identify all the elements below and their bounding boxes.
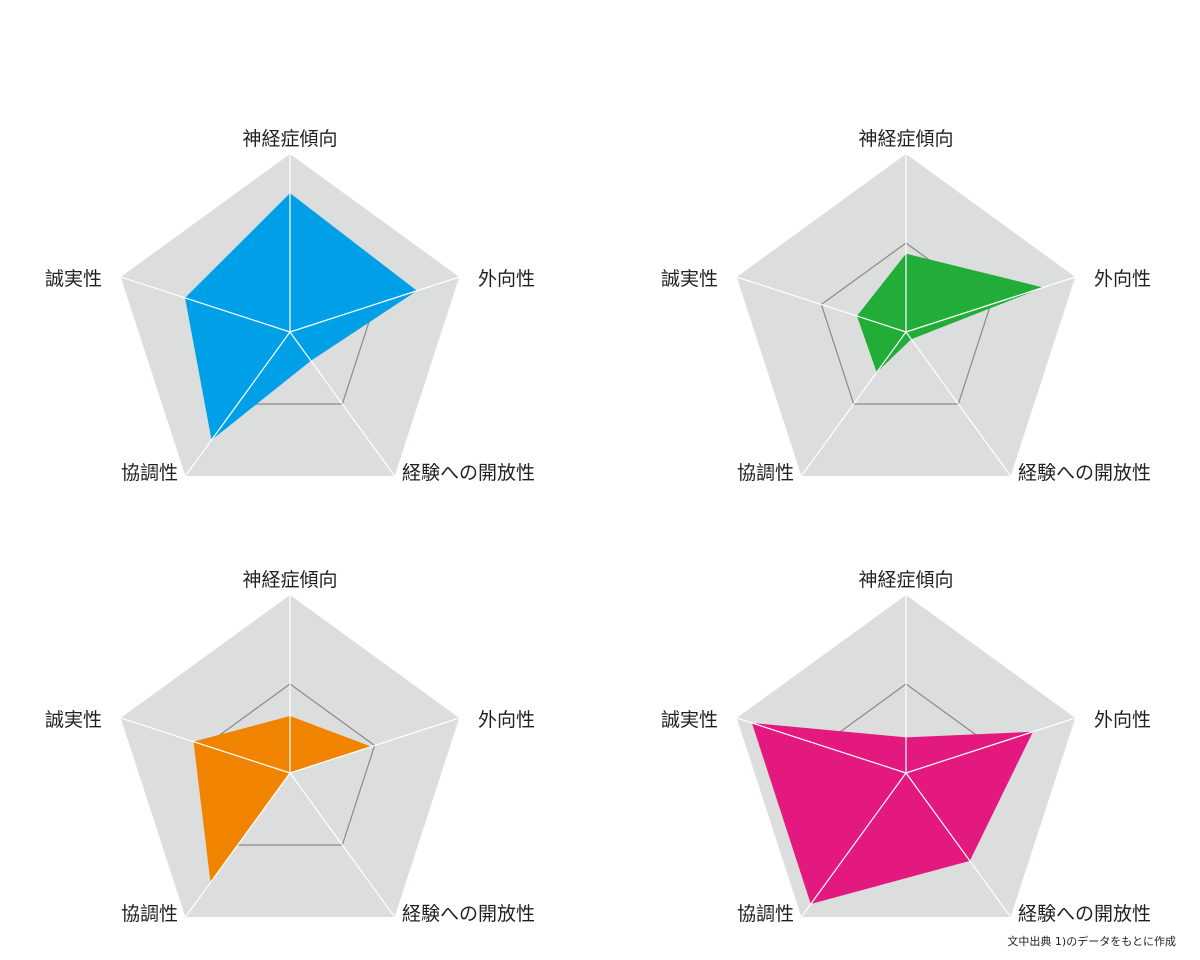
data-polygon	[185, 193, 417, 441]
axis-spoke	[289, 276, 460, 333]
axis-spoke	[120, 717, 291, 774]
axis-label: 誠実性	[45, 709, 102, 731]
axis-spoke	[736, 276, 907, 333]
axis-label: 神経症傾向	[858, 569, 953, 591]
axis-label: 誠実性	[45, 268, 102, 290]
axis-label: 経験への開放性	[402, 903, 535, 925]
axis-spoke	[289, 331, 396, 477]
axis-label: 外向性	[478, 709, 535, 731]
axis-label: 経験への開放性	[402, 462, 535, 484]
data-polygon	[856, 253, 1044, 373]
axis-spoke	[184, 772, 291, 918]
panel-title: 平均的（Average）タイプ	[147, 50, 433, 76]
axis-label: 協調性	[121, 462, 178, 484]
data-polygon	[193, 716, 372, 883]
data-polygon	[751, 722, 1033, 905]
panel-title: 自己中心的（Self-centred）タイプ	[714, 50, 1098, 76]
axis-label: 神経症傾向	[242, 128, 337, 150]
axis-label: 協調性	[737, 462, 794, 484]
panel-title: 控え目（Reserved）タイプ	[140, 491, 440, 517]
panel-title: 模範的（Role model）タイプ	[744, 491, 1068, 517]
axis-label: 誠実性	[661, 268, 718, 290]
axis-spoke	[736, 717, 907, 774]
axis-spoke	[800, 331, 907, 477]
axis-label: 神経症傾向	[242, 569, 337, 591]
axis-spoke	[905, 331, 1012, 477]
axis-spoke	[184, 331, 291, 477]
axis-label: 協調性	[737, 903, 794, 925]
radar-panel-reserved: 控え目（Reserved）タイプ 神経症傾向外向性経験への開放性 協調性 誠実性	[16, 483, 564, 926]
axis-label: 外向性	[478, 268, 535, 290]
axis-label: 外向性	[1094, 268, 1151, 290]
axis-spoke	[289, 772, 396, 918]
axis-spoke	[800, 772, 907, 918]
axis-label: 経験への開放性	[1018, 903, 1151, 925]
axis-label: 外向性	[1094, 709, 1151, 731]
axis-spoke	[905, 772, 1012, 918]
axis-label: 誠実性	[661, 709, 718, 731]
axis-spoke	[905, 276, 1076, 333]
axis-label: 経験への開放性	[1018, 462, 1151, 484]
radar-panel-average: 平均的（Average）タイプ 神経症傾向外向性経験への開放性 協調性 誠実性	[16, 42, 564, 485]
axis-spoke	[905, 717, 1076, 774]
axis-spoke	[120, 276, 291, 333]
axis-spoke	[289, 717, 460, 774]
axis-label: 協調性	[121, 903, 178, 925]
source-footnote: 文中出典 1)のデータをもとに作成	[1007, 935, 1176, 948]
radar-panel-self-centred: 自己中心的（Self-centred）タイプ 神経症傾向外向性経験への開放性 協調…	[632, 42, 1180, 485]
radar-panel-role-model: 模範的（Role model）タイプ 神経症傾向外向性経験への開放性 協調性 誠実性	[632, 483, 1180, 926]
axis-label: 神経症傾向	[858, 128, 953, 150]
